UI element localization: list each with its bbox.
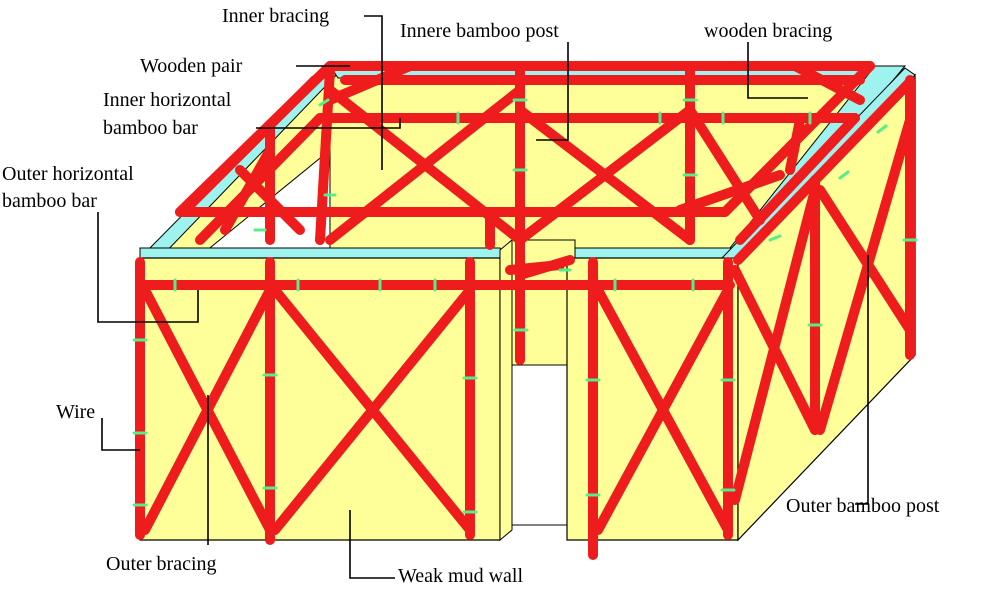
leader-outer-bamboo-post [855,255,869,505]
inner-brace-4 [515,105,695,245]
wire-tie [318,98,330,107]
wall-top-front-right [571,247,739,259]
bamboo-frame [135,61,915,560]
leader-lines [97,15,869,579]
leader-inner-bamboo-post [536,42,569,141]
label-inner-bamboo-post: Innere bamboo post [400,20,559,42]
top-bar-left-outer [185,75,320,210]
wire-tie [768,234,782,242]
label-outer-bamboo-post: Outer bamboo post [786,495,940,517]
leader-outer-horizontal [97,212,199,323]
outer-right-top-bar [733,77,915,265]
label-wooden-pair: Wooden pair [140,55,243,77]
leader-inner-horizontal [256,118,401,129]
labels: Inner bracing Innere bamboo post wooden … [2,5,940,587]
inner-brace-2 [325,85,525,245]
label-inner-horizontal-2: bamboo bar [103,117,198,139]
leader-weak-mud-wall [349,510,395,579]
leader-wooden-bracing [747,42,808,99]
inner-horizontal-bar-left [195,113,325,245]
outer-brace-10 [815,115,915,435]
door-opening [511,364,568,526]
label-inner-horizontal-1: Inner horizontal [103,89,232,111]
outer-brace-6 [593,285,733,535]
outer-brace-4 [270,285,475,535]
wire-ties [132,98,918,514]
outer-brace-8 [730,185,820,505]
door-jamb-left [499,238,513,542]
label-weak-mud-wall: Weak mud wall [398,565,523,587]
inner-brace-5 [685,105,765,225]
wire-tie [876,124,888,134]
label-outer-horizontal-1: Outer horizontal [2,163,134,185]
wall-top-front-left [139,247,506,259]
wooden-brace-front-right [675,170,785,215]
label-wire: Wire [56,401,95,423]
label-inner-bracing: Inner bracing [222,5,329,27]
wooden-brace-back-right [790,61,865,105]
door-lintel-brace [515,255,575,280]
inner-post-6 [785,115,805,175]
wire-tie [838,170,850,180]
wooden-brace-back-left [325,61,415,105]
label-outer-bracing: Outer bracing [106,553,217,575]
leader-wire [101,418,140,451]
label-wooden-bracing: wooden bracing [704,20,832,42]
leader-inner-bracing [364,15,383,170]
label-outer-horizontal-2: bamboo bar [2,190,97,212]
inner-brace-7 [220,145,275,235]
